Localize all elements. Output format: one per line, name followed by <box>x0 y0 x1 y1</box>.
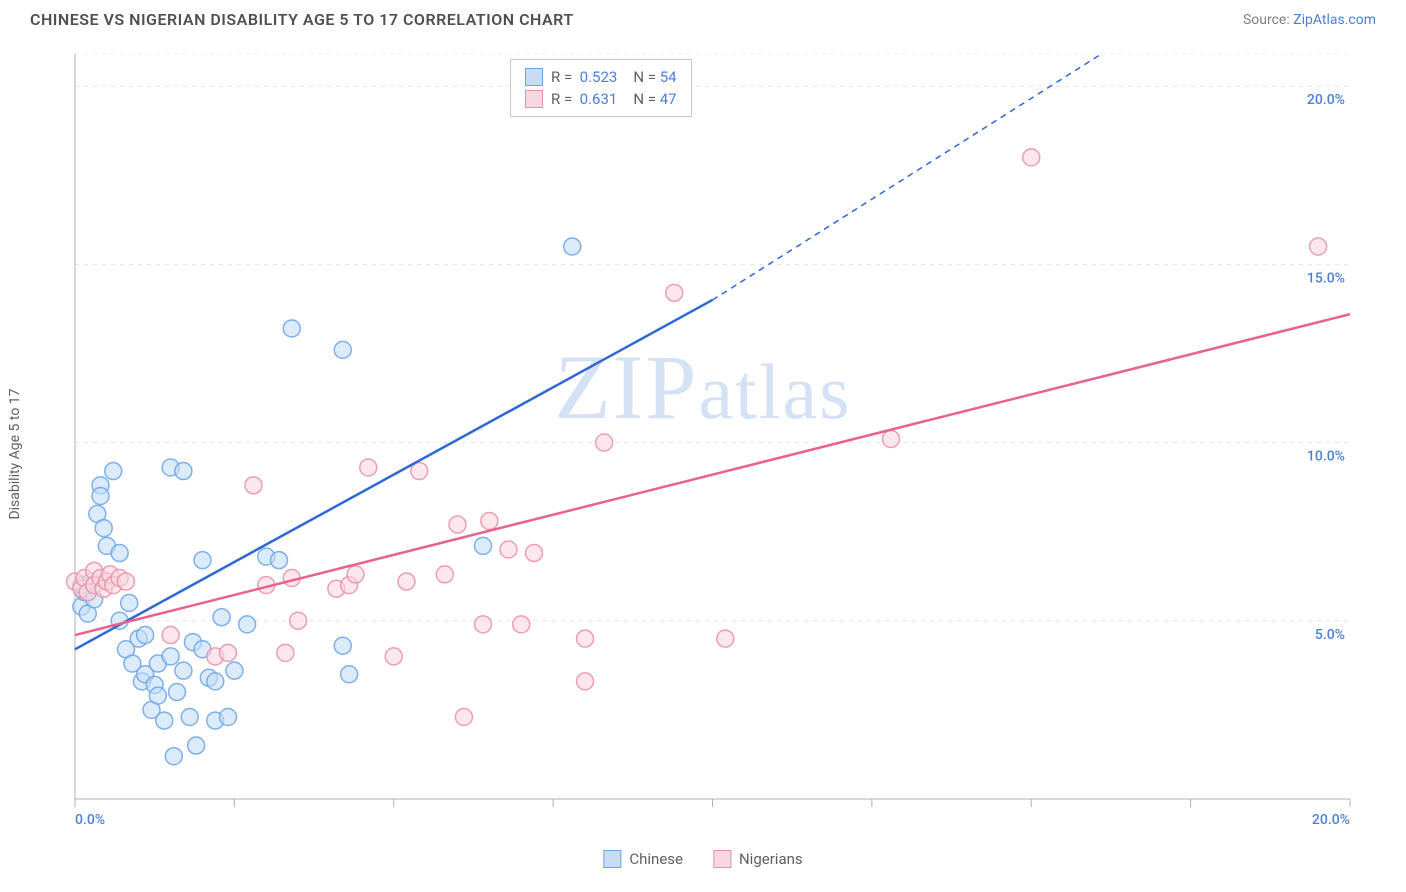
data-point <box>277 644 294 661</box>
data-point <box>213 609 230 626</box>
data-point <box>341 666 358 683</box>
svg-text:5.0%: 5.0% <box>1315 627 1345 643</box>
data-point <box>162 648 179 665</box>
svg-text:10.0%: 10.0% <box>1307 449 1345 465</box>
svg-text:20.0%: 20.0% <box>1312 812 1350 824</box>
data-point <box>283 320 300 337</box>
data-point <box>500 541 517 558</box>
data-point <box>526 545 543 562</box>
data-point <box>105 463 122 480</box>
svg-text:20.0%: 20.0% <box>1307 92 1345 108</box>
data-point <box>481 512 498 529</box>
data-point <box>334 341 351 358</box>
legend-row: R = 0.631N = 47 <box>525 88 677 110</box>
legend-entry-chinese: Chinese <box>603 850 683 868</box>
svg-text:15.0%: 15.0% <box>1307 270 1345 286</box>
data-point <box>207 673 224 690</box>
data-point <box>334 637 351 654</box>
data-point <box>194 552 211 569</box>
data-point <box>360 459 377 476</box>
swatch-icon <box>525 68 543 86</box>
chart-title: CHINESE VS NIGERIAN DISABILITY AGE 5 TO … <box>30 10 574 29</box>
data-point <box>137 627 154 644</box>
data-point <box>188 737 205 754</box>
data-point <box>118 573 135 590</box>
data-point <box>181 709 198 726</box>
data-point <box>226 662 243 679</box>
scatter-plot: 0.0% 20.0% 5.0% 10.0% 15.0% 20.0% <box>50 34 1390 824</box>
data-point <box>347 566 364 583</box>
data-point <box>149 687 166 704</box>
data-point <box>220 644 237 661</box>
data-point <box>175 662 192 679</box>
data-point <box>475 616 492 633</box>
legend-row: R = 0.523N = 54 <box>525 66 677 88</box>
swatch-icon <box>713 850 731 868</box>
data-point <box>455 709 472 726</box>
data-point <box>290 612 307 629</box>
data-point <box>883 430 900 447</box>
data-point <box>92 488 109 505</box>
data-point <box>175 463 192 480</box>
data-point <box>596 434 613 451</box>
data-point <box>220 709 237 726</box>
data-point <box>121 594 138 611</box>
series-legend: Chinese Nigerians <box>603 850 802 868</box>
source-attribution: Source: ZipAtlas.com <box>1243 12 1376 28</box>
data-point <box>449 516 466 533</box>
data-point <box>577 673 594 690</box>
data-point <box>398 573 415 590</box>
y-axis-label: Disability Age 5 to 17 <box>7 388 23 519</box>
data-point <box>271 552 288 569</box>
svg-text:0.0%: 0.0% <box>75 812 105 824</box>
swatch-icon <box>525 90 543 108</box>
data-point <box>156 712 173 729</box>
data-point <box>475 537 492 554</box>
data-point <box>513 616 530 633</box>
data-point <box>245 477 262 494</box>
data-point <box>1023 149 1040 166</box>
data-point <box>169 684 186 701</box>
legend-entry-nigerians: Nigerians <box>713 850 803 868</box>
data-point <box>666 284 683 301</box>
data-point <box>564 238 581 255</box>
data-point <box>577 630 594 647</box>
source-link[interactable]: ZipAtlas.com <box>1293 12 1376 28</box>
data-point <box>239 616 256 633</box>
trend-line-extrapolated <box>713 54 1102 300</box>
data-point <box>385 648 402 665</box>
chart-area: Disability Age 5 to 17 ZIPatlas 0.0%20.0… <box>0 34 1406 874</box>
data-point <box>162 627 179 644</box>
trend-line <box>75 314 1350 635</box>
data-point <box>165 748 182 765</box>
data-point <box>1310 238 1327 255</box>
data-point <box>111 545 128 562</box>
swatch-icon <box>603 850 621 868</box>
chart-header: CHINESE VS NIGERIAN DISABILITY AGE 5 TO … <box>0 0 1406 34</box>
data-point <box>717 630 734 647</box>
data-point <box>95 520 112 537</box>
stats-legend: R = 0.523N = 54R = 0.631N = 47 <box>510 59 692 117</box>
data-point <box>436 566 453 583</box>
